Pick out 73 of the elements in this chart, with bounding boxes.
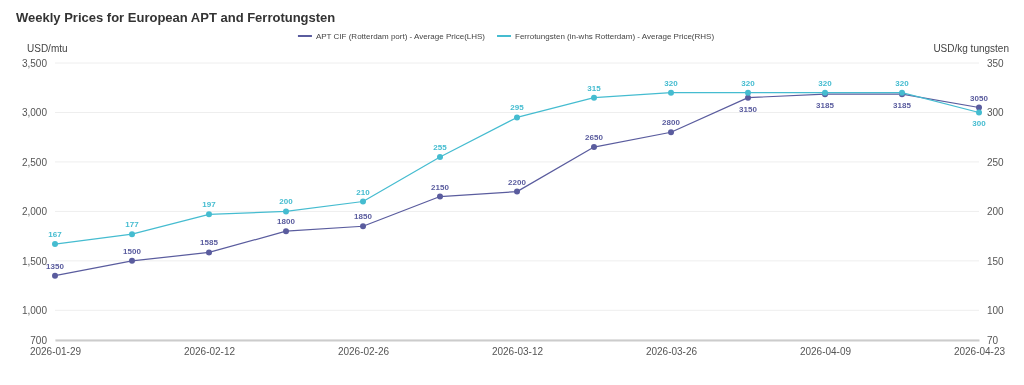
y-tick-label: 1,000 xyxy=(21,305,48,317)
point xyxy=(976,104,982,111)
point xyxy=(437,193,443,200)
chart-title: Weekly Prices for European APT and Ferrotungsten xyxy=(16,10,336,25)
point xyxy=(668,89,674,96)
data-label: 320 xyxy=(664,78,679,88)
legend-label: Ferrotungsten (in-whs Rotterdam) - Average Price(RHS) xyxy=(515,32,715,41)
y2-tick-label: 300 xyxy=(987,107,1005,119)
data-label: 200 xyxy=(279,197,294,207)
point xyxy=(745,94,751,101)
y-tick-label: 1,500 xyxy=(21,255,48,267)
y-tick-label: 3,500 xyxy=(21,57,48,69)
point xyxy=(283,228,289,235)
point xyxy=(129,231,135,238)
point xyxy=(129,257,135,264)
data-label: 320 xyxy=(741,78,756,88)
y2-tick-label: 250 xyxy=(987,156,1005,168)
data-label: 210 xyxy=(356,187,371,197)
y-tick-label: 3,000 xyxy=(21,107,48,119)
x-tick-label: 2026-04-23 xyxy=(953,346,1006,358)
point xyxy=(514,114,520,121)
point xyxy=(206,211,212,218)
data-label: 295 xyxy=(510,103,525,113)
point xyxy=(360,223,366,230)
data-label: 3050 xyxy=(970,93,989,103)
data-label: 1800 xyxy=(277,217,296,227)
point xyxy=(360,198,366,205)
data-label: 320 xyxy=(895,78,910,88)
x-tick-label: 2026-02-12 xyxy=(183,346,236,358)
y-tick-label: 2,000 xyxy=(21,206,48,218)
point xyxy=(206,249,212,256)
y2-tick-label: 200 xyxy=(987,206,1005,218)
point xyxy=(591,94,597,101)
x-tick-label: 2026-01-29 xyxy=(29,346,82,358)
data-label: 197 xyxy=(202,200,217,210)
data-label: 2200 xyxy=(508,177,527,187)
y2-tick-label: 100 xyxy=(987,305,1005,317)
point xyxy=(668,129,674,136)
data-label: 255 xyxy=(433,142,448,152)
point xyxy=(591,144,597,151)
legend-label: APT CIF (Rotterdam port) - Average Price(LHS) xyxy=(315,32,486,41)
x-tick-label: 2026-03-26 xyxy=(645,346,698,358)
data-label: 3150 xyxy=(739,104,758,114)
y2-axis-title: USD/kg tungsten xyxy=(933,43,1009,54)
data-label: 1350 xyxy=(46,261,65,271)
y-tick-label: 2,500 xyxy=(21,156,48,168)
point xyxy=(514,188,520,195)
x-tick-label: 2026-02-26 xyxy=(337,346,390,358)
y2-tick-label: 350 xyxy=(987,57,1005,69)
data-label: 300 xyxy=(972,119,987,129)
data-label: 320 xyxy=(818,78,833,88)
x-tick-label: 2026-03-12 xyxy=(491,346,544,358)
data-label: 1585 xyxy=(200,238,219,248)
data-label: 177 xyxy=(125,220,140,230)
data-label: 315 xyxy=(587,83,602,93)
y-tick-label: 700 xyxy=(30,334,48,346)
y-axis-title: USD/mtu xyxy=(27,43,68,54)
point xyxy=(437,153,443,160)
data-label: 1850 xyxy=(354,212,373,222)
data-label: 3185 xyxy=(816,101,835,111)
data-label: 1500 xyxy=(123,246,142,256)
x-tick-label: 2026-04-09 xyxy=(799,346,852,358)
data-label: 3185 xyxy=(893,101,912,111)
data-label: 167 xyxy=(48,230,63,240)
data-label: 2800 xyxy=(662,118,681,128)
data-label: 2150 xyxy=(431,182,450,192)
point xyxy=(283,208,289,215)
point xyxy=(745,89,751,96)
data-label: 2650 xyxy=(585,133,604,143)
point xyxy=(52,241,58,248)
y2-tick-label: 70 xyxy=(987,334,999,346)
point xyxy=(52,272,58,279)
y2-tick-label: 150 xyxy=(987,255,1005,267)
